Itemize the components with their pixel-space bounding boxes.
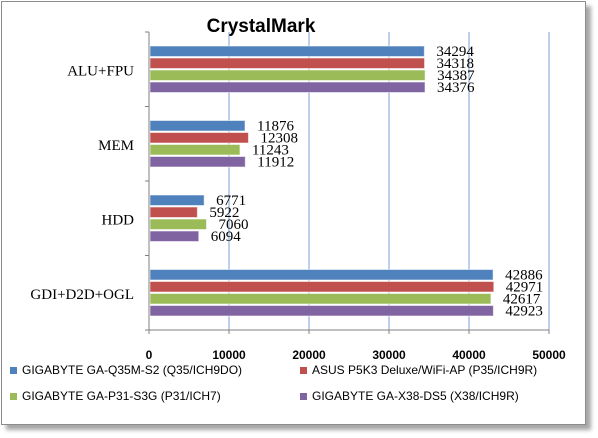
data-label: 6771 xyxy=(216,193,246,209)
category-label: GDI+D2D+OGL xyxy=(30,287,134,303)
bar xyxy=(149,293,492,305)
x-tick-label: 40000 xyxy=(452,348,486,362)
data-label: 34294 xyxy=(436,44,474,60)
category-label: ALU+FPU xyxy=(67,63,134,79)
legend: GIGABYTE GA-Q35M-S2 (Q35/ICH9DO) ASUS P5K… xyxy=(10,363,537,403)
data-label: 11912 xyxy=(257,155,294,171)
data-label: 42617 xyxy=(503,292,541,308)
legend-swatch xyxy=(10,367,17,374)
bar xyxy=(149,269,494,281)
x-tick-label: 50000 xyxy=(532,348,566,362)
data-label: 5922 xyxy=(209,205,239,221)
legend-label: ASUS P5K3 Deluxe/WiFi-AP (P35/ICH9R) xyxy=(312,363,537,377)
data-label: 34387 xyxy=(437,68,475,84)
bar xyxy=(149,156,246,168)
data-label: 11876 xyxy=(257,119,294,135)
data-label: 6094 xyxy=(211,229,242,245)
bar xyxy=(149,206,198,218)
bar xyxy=(149,81,426,93)
x-tick-label: 20000 xyxy=(292,348,326,362)
bar xyxy=(149,45,425,57)
data-label: 42886 xyxy=(505,268,543,284)
data-label: 12308 xyxy=(260,131,298,147)
data-label: 34376 xyxy=(437,80,475,96)
bar xyxy=(149,230,200,242)
bar xyxy=(149,218,207,230)
data-label: 11243 xyxy=(252,143,289,159)
bar xyxy=(149,281,495,293)
bar xyxy=(149,69,426,81)
bar xyxy=(149,194,205,206)
chart: CrystalMark 0 10000 20000 30000 40000 50000 AL… xyxy=(10,16,566,403)
labels: 0 10000 20000 30000 40000 50000ALU+FPU3429434… xyxy=(30,44,566,362)
legend-swatch xyxy=(300,393,307,400)
bar xyxy=(149,144,241,156)
bar xyxy=(149,57,426,69)
bars xyxy=(149,45,495,317)
bar xyxy=(149,120,246,132)
bar xyxy=(149,132,249,144)
category-label: MEM xyxy=(98,138,134,154)
legend-label: GIGABYTE GA-P31-S3G (P31/ICH7) xyxy=(22,389,221,403)
x-tick-label: 30000 xyxy=(372,348,406,362)
legend-label: GIGABYTE GA-Q35M-S2 (Q35/ICH9DO) xyxy=(22,363,242,377)
category-label: HDD xyxy=(102,212,135,228)
data-label: 7060 xyxy=(218,217,248,233)
bar xyxy=(149,305,494,317)
legend-swatch xyxy=(300,367,307,374)
data-label: 42923 xyxy=(505,304,543,320)
x-tick-label: 10000 xyxy=(212,348,246,362)
axes xyxy=(145,31,550,334)
data-label: 34318 xyxy=(437,56,475,72)
chart-frame: CrystalMark 0 10000 20000 30000 40000 50000 AL… xyxy=(1,1,586,425)
chart-title: CrystalMark xyxy=(207,16,316,37)
legend-swatch xyxy=(10,393,17,400)
data-label: 42971 xyxy=(506,280,544,296)
legend-label: GIGABYTE GA-X38-DS5 (X38/ICH9R) xyxy=(312,389,519,403)
x-tick-label: 0 xyxy=(146,348,153,362)
